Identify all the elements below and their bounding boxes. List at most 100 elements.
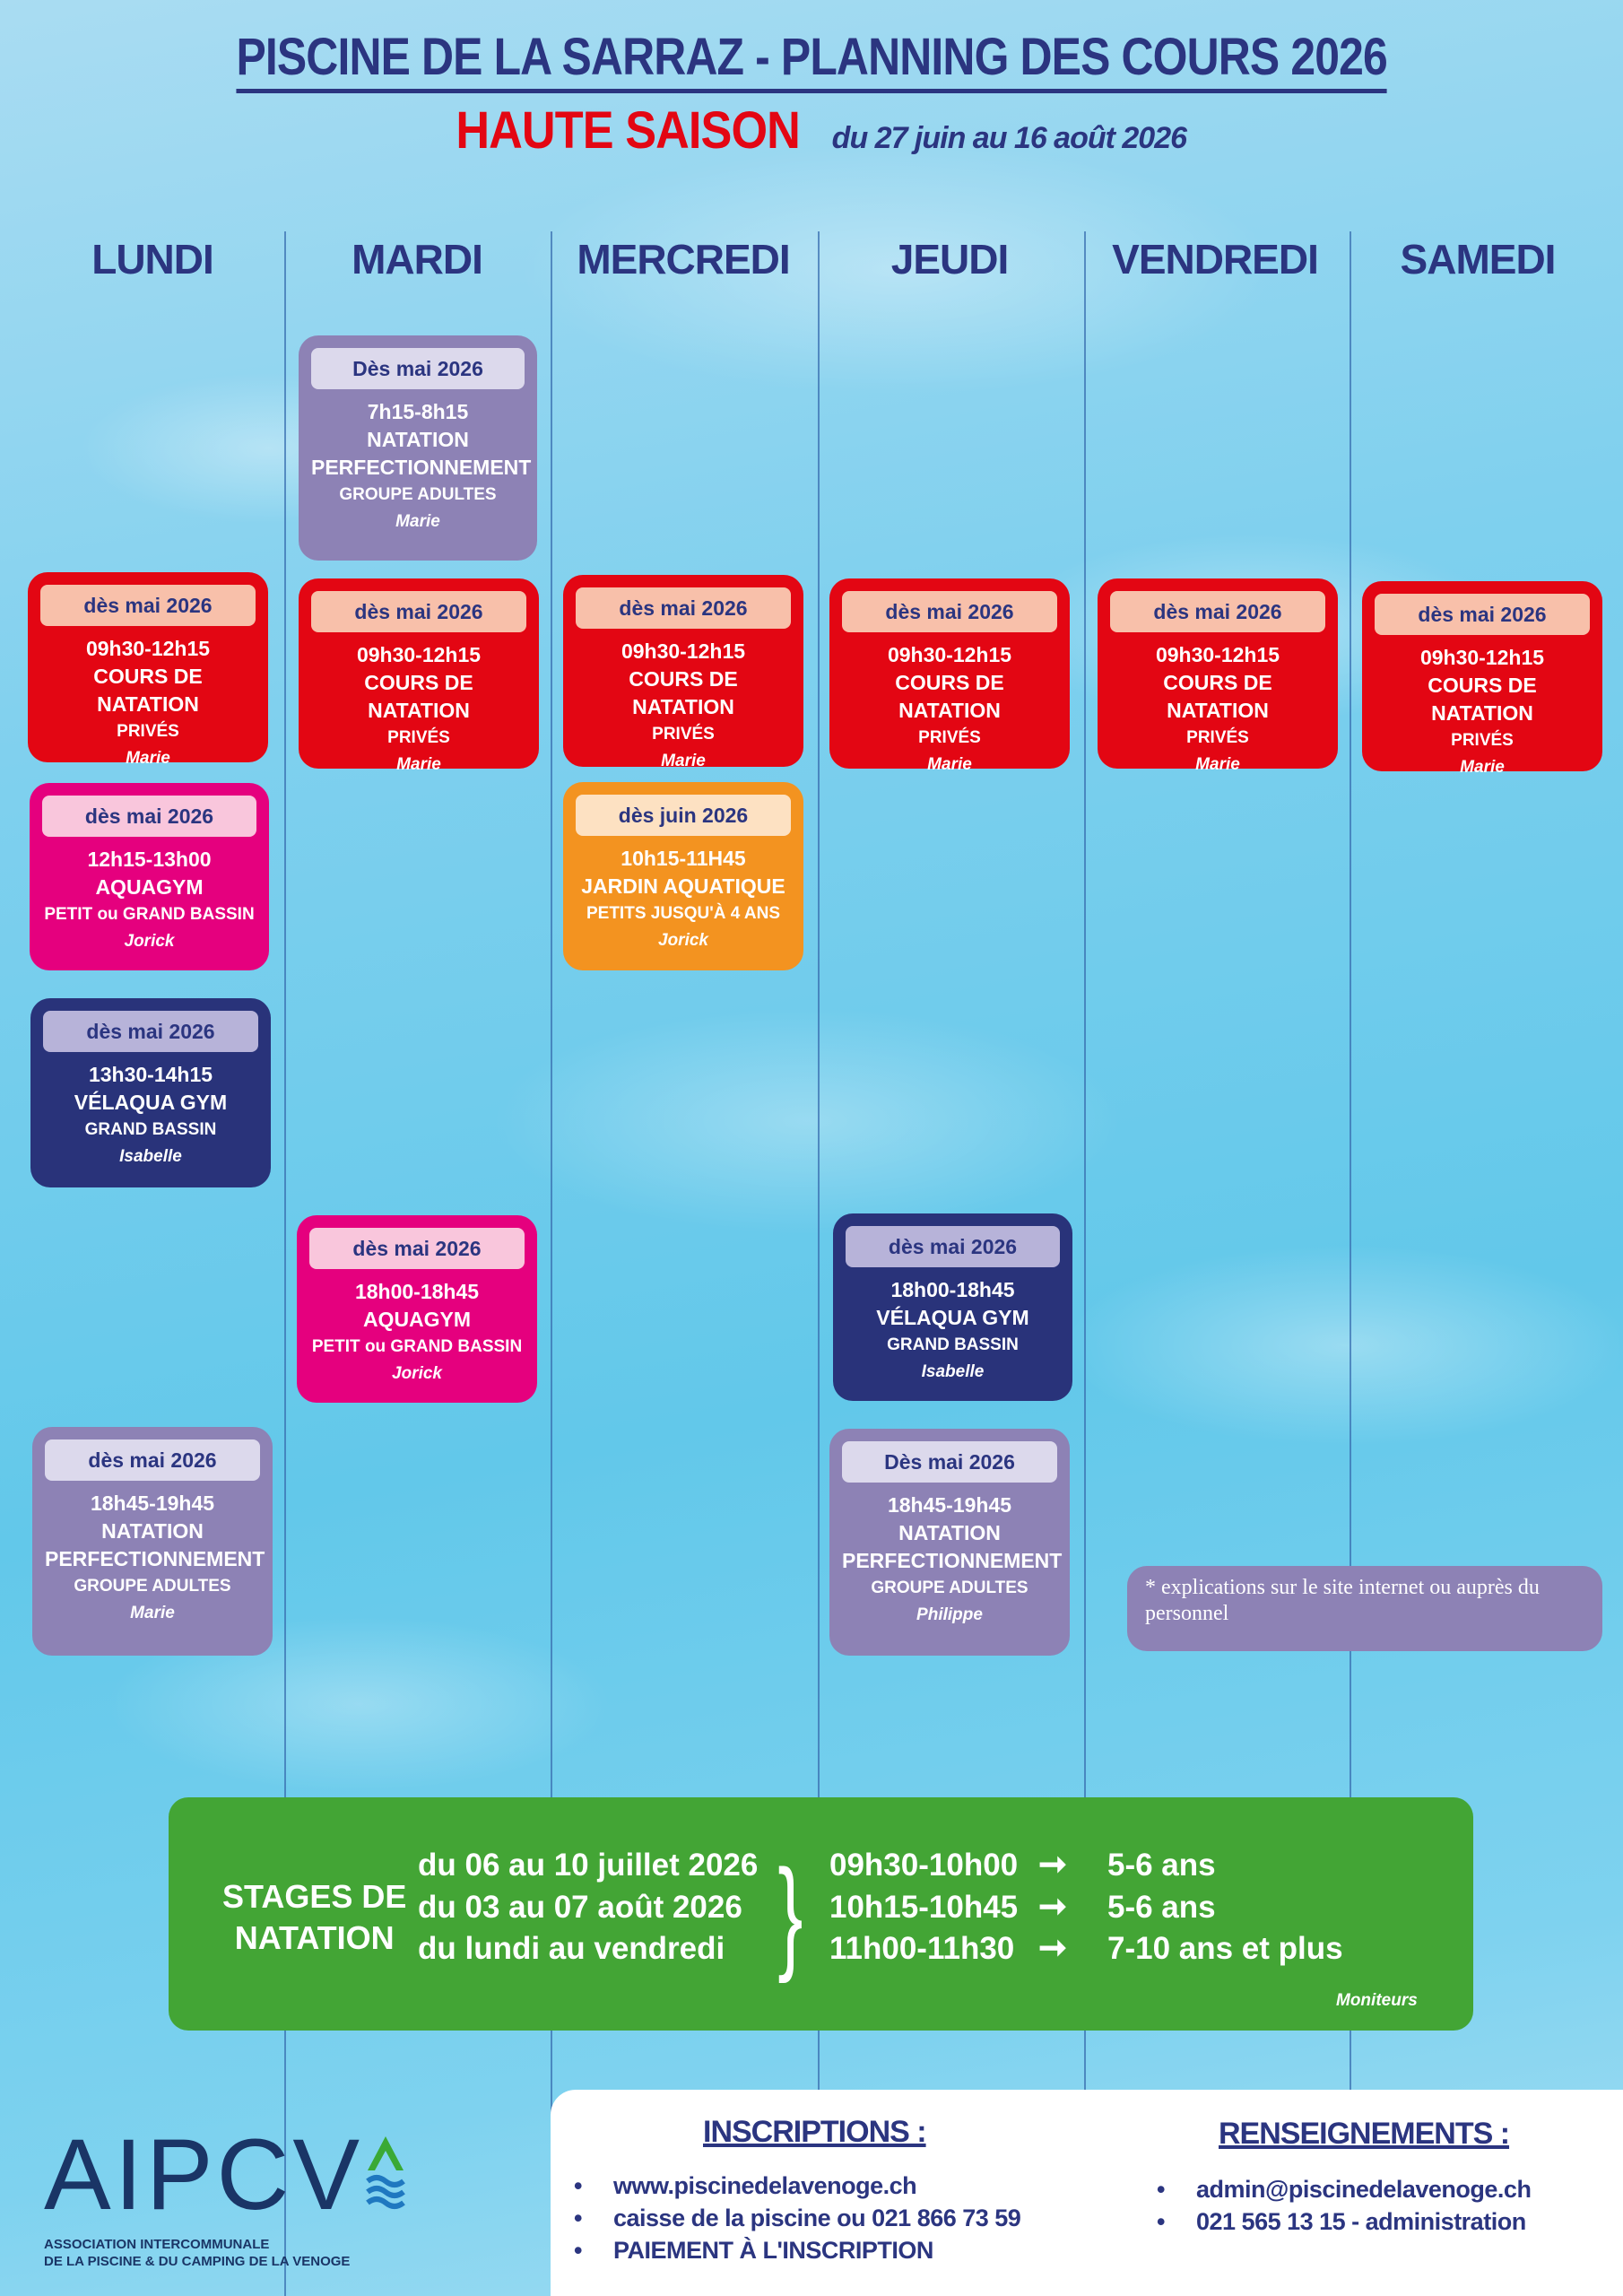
class-card: dès mai 2026 09h30-12h15 COURS DE NATATION… [1362,581,1602,777]
season-period: du 27 juin au 16 août 2026 [831,121,1187,155]
class-card: dès mai 2026 09h30-12h15 COURS DE NATATION… [299,578,539,774]
slot-time: 10h15-10h45 [829,1890,1019,1925]
class-title: NATATION [101,1519,204,1543]
start-date-badge: Dès mai 2026 [311,348,525,389]
start-date-badge: dès mai 2026 [43,1011,258,1052]
instructor-name: Marie [396,755,441,774]
start-date-badge: dès mai 2026 [576,587,791,629]
start-date-badge: dès mai 2026 [842,591,1057,632]
page-title: PISCINE DE LA SARRAZ - PLANNING DES COUR… [0,27,1623,93]
class-time: 7h15-8h15 [367,400,469,423]
class-time: 18h45-19h45 [887,1493,1012,1517]
class-card: dès mai 2026 13h30-14h15 VÉLAQUA GYM GRAND … [30,998,271,1187]
column-divider [818,231,820,2296]
arrow-right-icon: ➞ [1038,1888,1067,1926]
inscriptions-website-link[interactable]: www.piscinedelavenoge.ch [574,2172,917,2200]
stages-box: STAGES DE NATATION du 06 au 10 juillet 20… [169,1797,1473,2031]
arrow-right-icon: ➞ [1038,1846,1067,1883]
class-details: PRIVÉS [387,728,450,747]
start-date-badge: dès mai 2026 [45,1439,260,1481]
renseignements-item: 021 565 13 15 - administration [1157,2208,1526,2236]
class-time: 09h30-12h15 [85,637,211,660]
class-details: PRIVÉS [652,725,715,744]
class-card: Dès mai 2026 7h15-8h15 NATATION PERFECTIONN… [299,335,537,561]
instructor-name: Jorick [124,932,175,951]
slot-time: 11h00-11h30 [829,1931,1015,1966]
class-details: GROUPE ADULTES [74,1577,231,1596]
stages-staff: Moniteurs [1336,1991,1418,2010]
day-header-lundi: LUNDI [91,236,214,283]
inscriptions-item: PAIEMENT À L'INSCRIPTION [574,2237,933,2265]
stage-date: du 03 au 07 août 2026 [418,1890,742,1925]
slot-time: 09h30-10h00 [829,1848,1019,1883]
class-details: PRIVÉS [117,722,179,741]
class-details: GROUPE ADULTES [871,1578,1028,1597]
start-date-badge: dès mai 2026 [40,585,256,626]
class-time: 09h30-12h15 [1155,643,1280,666]
instructor-name: Marie [1195,755,1240,774]
instructor-name: Philippe [916,1605,983,1624]
class-details: PRIVÉS [918,728,981,747]
class-time: 09h30-12h15 [621,639,746,663]
start-date-badge: dès juin 2026 [576,795,791,836]
class-title: AQUAGYM [362,1308,472,1331]
email-link[interactable]: admin@piscinedelavenoge.ch [1157,2176,1532,2204]
start-date-badge: dès mai 2026 [846,1226,1060,1267]
brace-icon: } [777,1843,803,1984]
start-date-badge: dès mai 2026 [1375,594,1590,635]
class-title: AQUAGYM [95,875,204,899]
logo-text: AIPCV [44,2118,364,2231]
season-name: HAUTE SAISON [456,101,801,160]
column-divider [1084,231,1086,2296]
instructor-name: Marie [395,512,440,531]
class-title: PERFECTIONNEMENT [842,1549,1063,1572]
instructor-name: Jorick [392,1364,442,1383]
day-header-mardi: MARDI [352,236,483,283]
class-card: dès mai 2026 18h00-18h45 AQUAGYM PETIT ou G… [297,1215,537,1403]
instructor-name: Marie [126,749,170,768]
class-card: dès mai 2026 09h30-12h15 COURS DE NATATION… [829,578,1070,774]
class-time: 18h00-18h45 [890,1278,1015,1301]
renseignements-title: RENSEIGNEMENTS : [1219,2117,1510,2151]
day-header-vendredi: VENDREDI [1112,236,1319,283]
day-header-mercredi: MERCREDI [577,236,790,283]
stage-date: du 06 au 10 juillet 2026 [418,1848,759,1883]
class-card: dès mai 2026 09h30-12h15 COURS DE NATATION… [28,572,268,768]
slot-age: 7-10 ans et plus [1107,1931,1343,1966]
class-card: dès mai 2026 09h30-12h15 COURS DE NATATION… [563,575,803,770]
class-details: PETIT ou GRAND BASSIN [311,1337,523,1356]
instructor-name: Marie [927,755,972,774]
class-time: 09h30-12h15 [887,643,1012,666]
class-details: PETITS JUSQU'À 4 ANS [586,904,781,923]
class-time: 10h15-11H45 [621,847,746,870]
class-details: PRIVÉS [1186,728,1249,747]
class-time: 18h00-18h45 [354,1280,480,1303]
instructor-name: Isabelle [921,1362,985,1381]
class-title: VÉLAQUA GYM [876,1306,1029,1329]
class-card: dès juin 2026 10h15-11H45 JARDIN AQUATIQUE… [563,782,803,970]
class-title: NATATION [898,1521,1001,1544]
column-divider [1350,231,1351,2296]
slot-age: 5-6 ans [1107,1848,1216,1883]
season-heading: HAUTE SAISON du 27 juin au 16 août 2026 [0,100,1623,161]
class-time: 18h45-19h45 [90,1492,215,1515]
column-divider [551,231,552,2296]
class-card: Dès mai 2026 18h45-19h45 NATATION PERFECTIO… [829,1429,1070,1656]
instructor-name: Marie [1460,758,1505,777]
class-card: dès mai 2026 12h15-13h00 AQUAGYM PETIT ou G… [30,783,269,970]
stage-date: du lundi au vendredi [418,1931,725,1966]
column-divider [284,231,286,2296]
class-details: GRAND BASSIN [84,1120,217,1139]
class-card: dès mai 2026 18h45-19h45 NATATION PERFECTIO… [32,1427,273,1656]
day-header-jeudi: JEUDI [890,236,1009,283]
arrow-right-icon: ➞ [1038,1929,1067,1967]
inscriptions-title: INSCRIPTIONS : [703,2115,927,2149]
aipcv-logo: AIPCV ASSOCIATION INTERCOMMUNALE DE LA PI… [44,2118,408,2270]
slot-age: 5-6 ans [1107,1890,1216,1925]
class-title: COURS DE NATATION [1428,674,1537,725]
class-title: COURS DE NATATION [93,665,203,716]
water-drop-icon [366,2136,405,2209]
class-details: GRAND BASSIN [887,1335,1019,1354]
class-time: 12h15-13h00 [87,848,212,871]
instructor-name: Marie [661,752,706,770]
